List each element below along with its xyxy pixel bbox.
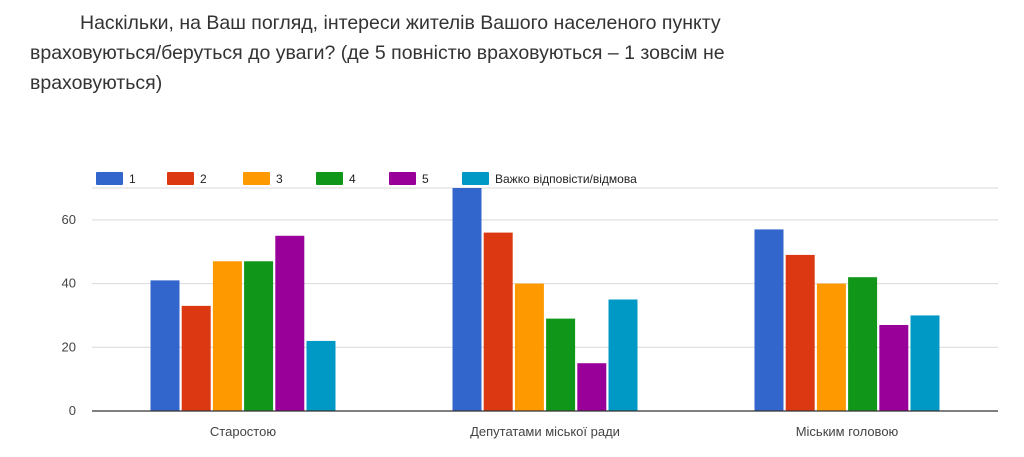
legend-swatch [389,172,416,185]
bar [577,363,607,411]
question-text: Наскільки, на Ваш погляд, інтереси жител… [30,12,725,94]
bar [879,324,909,411]
legend-label: Важко відповісти/відмова [495,172,637,186]
bar [910,315,940,411]
bar [608,299,638,411]
bar [244,261,274,411]
bar [306,340,336,411]
legend-label: 5 [422,172,429,186]
bar [514,283,544,411]
x-tick-label: Міським головою [796,424,899,439]
chart-legend: 1 2 3 4 5 Важко відповісти/відмова [96,172,637,186]
bar [816,283,846,411]
legend-swatch [243,172,270,185]
legend-label: 2 [200,172,207,186]
bar [785,254,815,411]
legend-swatch [316,172,343,185]
legend-label: 1 [129,172,136,186]
legend-swatch [462,172,489,185]
y-tick-label: 40 [62,276,76,291]
chart-gridlines [92,187,998,348]
x-tick-label: Депутатами міської ради [470,424,620,439]
bar [212,261,242,411]
bar [483,232,513,411]
chart-axes: 0 20 40 60 Старостою Депутатами міської ради М… [62,212,998,439]
legend-swatch [96,172,123,185]
bar [546,318,576,411]
y-tick-label: 20 [62,339,76,354]
y-tick-label: 60 [62,212,76,227]
bar [181,305,211,411]
bar [754,229,784,411]
legend-swatch [167,172,194,185]
legend-label: 4 [349,172,356,186]
legend-label: 3 [276,172,283,186]
bar [452,188,482,411]
bar [275,235,305,411]
bar [848,277,878,411]
chart-bars [150,188,940,411]
bar [150,280,180,411]
x-tick-label: Старостою [210,424,276,439]
y-tick-label: 0 [69,403,76,418]
